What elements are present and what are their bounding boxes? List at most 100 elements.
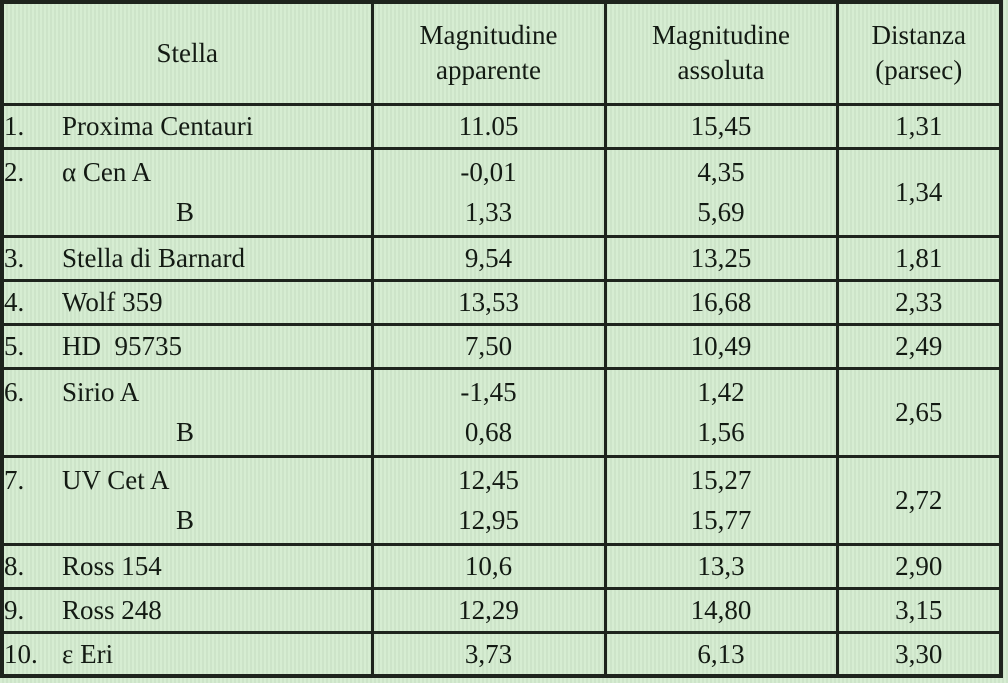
absolute-magnitude-cell: 13,3 — [603, 542, 839, 590]
star-number: 4. — [4, 287, 25, 317]
apparent-magnitude-cell: 12,29 — [370, 586, 607, 634]
star-component-b: B — [176, 197, 195, 227]
apparent-magnitude-cell-value: 3,73 — [464, 638, 513, 669]
star-name: Proxima Centauri — [62, 111, 254, 141]
distance-cell: 2,90 — [835, 542, 1003, 590]
star-name: Ross 154 — [62, 551, 162, 581]
star-cell: 10. ε Eri — [0, 630, 374, 678]
apparent-magnitude-cell-value: 1,33 — [464, 197, 513, 227]
star-line-1: 2. α Cen A — [4, 152, 369, 192]
star-line-1: 4. Wolf 359 — [4, 283, 369, 321]
apparent-magnitude-cell-value: 11.05 — [458, 111, 519, 141]
star-cell: 8. Ross 154 — [0, 542, 374, 590]
table-row: 2. α Cen A B -0,01 1,33 4,35 5,69 1,34 — [0, 146, 1003, 238]
absolute-magnitude-cell: 15,45 — [603, 102, 839, 150]
distance-value: 1,81 — [895, 243, 943, 273]
absolute-magnitude-cell-value: 15,45 — [690, 111, 752, 141]
apparent-magnitude-cell: 13,53 — [370, 278, 607, 326]
star-name: α Cen A — [62, 157, 152, 187]
absolute-magnitude-cell: 10,49 — [603, 322, 839, 370]
star-line-1: 5. HD 95735 — [4, 327, 369, 365]
star-component-b: B — [176, 505, 195, 535]
distance-value: 2,90 — [895, 551, 943, 581]
star-line-1: 1. Proxima Centauri — [4, 107, 369, 145]
absolute-magnitude-cell-value: 4,35 — [697, 157, 745, 187]
star-line-1: 6. Sirio A — [5, 372, 369, 412]
star-number: 2. — [4, 157, 25, 187]
star-number: 10. — [4, 638, 38, 669]
star-line-1: 7. UV Cet A — [4, 460, 369, 500]
apparent-magnitude-cell-value: -0,01 — [460, 157, 517, 187]
star-cell: 4. Wolf 359 — [0, 278, 374, 326]
absolute-magnitude-cell-value: 15,27 — [690, 465, 752, 495]
star-line-1: 8. Ross 154 — [5, 547, 369, 585]
absolute-magnitude-cell: 15,27 15,77 — [603, 454, 839, 546]
distance-value: 2,72 — [895, 485, 943, 515]
table-header: Stella Magnitudine apparente Magnitudine a… — [0, 0, 1003, 106]
absolute-magnitude-cell-value: 1,56 — [697, 417, 745, 447]
apparent-magnitude-cell-value: 12,95 — [458, 505, 519, 535]
star-component-b: B — [176, 417, 195, 447]
absolute-magnitude-cell-value: 1,42 — [697, 377, 745, 407]
star-number: 7. — [4, 465, 25, 495]
table-body: 1. Proxima Centauri 11.05 15,45 1,31 2. α Cen … — [0, 102, 1003, 678]
absolute-magnitude-cell-value: 13,25 — [690, 243, 752, 273]
distance-cell: 3,30 — [835, 630, 1003, 678]
apparent-magnitude-cell: 7,50 — [370, 322, 607, 370]
column-header-apparent-magnitude: Magnitudine apparente — [370, 0, 607, 106]
star-number: 9. — [4, 595, 25, 625]
distance-cell: 1,31 — [835, 102, 1003, 150]
distance-cell: 2,49 — [835, 322, 1003, 370]
star-cell: 2. α Cen A B — [0, 146, 374, 238]
star-name: Sirio A — [62, 377, 140, 407]
star-number: 5. — [4, 331, 25, 361]
star-number: 1. — [4, 111, 25, 141]
column-header-absolute-magnitude: Magnitudine assoluta — [603, 0, 839, 106]
distance-cell: 1,81 — [835, 234, 1003, 282]
distance-value: 1,31 — [895, 111, 943, 141]
absolute-magnitude-cell-value: 6,13 — [697, 638, 745, 669]
table-row: 6. Sirio A B -1,45 0,68 1,42 1,56 2,65 — [0, 366, 1003, 458]
star-line-2: B — [5, 192, 369, 232]
absolute-magnitude-cell-value: 15,77 — [690, 505, 752, 535]
absolute-magnitude-cell: 13,25 — [603, 234, 839, 282]
star-name: ε Eri — [62, 638, 114, 669]
distance-value: 1,34 — [895, 177, 943, 207]
absolute-magnitude-cell-value: 10,49 — [690, 331, 752, 361]
star-cell: 6. Sirio A B — [0, 366, 374, 458]
table-row: 7. UV Cet A B 12,45 12,95 15,27 15,77 2,72 — [0, 454, 1003, 546]
star-line-1: 3. Stella di Barnard — [5, 239, 369, 277]
distance-cell: 2,65 — [835, 366, 1003, 458]
table-row: 8. Ross 154 10,6 13,3 2,90 — [0, 542, 1003, 590]
apparent-magnitude-cell-value: 12,45 — [458, 465, 519, 495]
column-header-distance: Distanza (parsec) — [835, 0, 1003, 106]
star-name: Wolf 359 — [62, 287, 163, 317]
header-row: Stella Magnitudine apparente Magnitudine a… — [0, 0, 1003, 106]
table-row: 1. Proxima Centauri 11.05 15,45 1,31 — [0, 102, 1003, 150]
distance-value: 2,33 — [895, 287, 943, 317]
apparent-magnitude-cell-value: 9,54 — [464, 243, 513, 273]
apparent-magnitude-cell: 10,6 — [370, 542, 607, 590]
star-name: UV Cet A — [62, 465, 170, 495]
distance-cell: 3,15 — [835, 586, 1003, 634]
absolute-magnitude-cell: 16,68 — [603, 278, 839, 326]
apparent-magnitude-cell-value: 13,53 — [458, 287, 519, 317]
absolute-magnitude-cell: 1,42 1,56 — [603, 366, 839, 458]
table-row: 4. Wolf 359 13,53 16,68 2,33 — [0, 278, 1003, 326]
star-name: Stella di Barnard — [62, 243, 245, 273]
absolute-magnitude-cell-value: 16,68 — [690, 287, 752, 317]
star-line-1: 10. ε Eri — [4, 635, 369, 673]
absolute-magnitude-cell: 6,13 — [603, 630, 839, 678]
column-header-stella: Stella — [0, 0, 374, 106]
absolute-magnitude-cell-value: 13,3 — [697, 551, 745, 581]
star-cell: 9. Ross 248 — [0, 586, 374, 634]
star-line-2: B — [5, 500, 369, 540]
apparent-magnitude-cell-value: -1,45 — [460, 377, 517, 407]
apparent-magnitude-cell-value: 12,29 — [458, 595, 519, 625]
apparent-magnitude-cell: -1,45 0,68 — [370, 366, 607, 458]
apparent-magnitude-cell-value: 0,68 — [464, 417, 513, 447]
star-name: Ross 248 — [62, 595, 162, 625]
apparent-magnitude-cell-value: 10,6 — [464, 551, 513, 581]
